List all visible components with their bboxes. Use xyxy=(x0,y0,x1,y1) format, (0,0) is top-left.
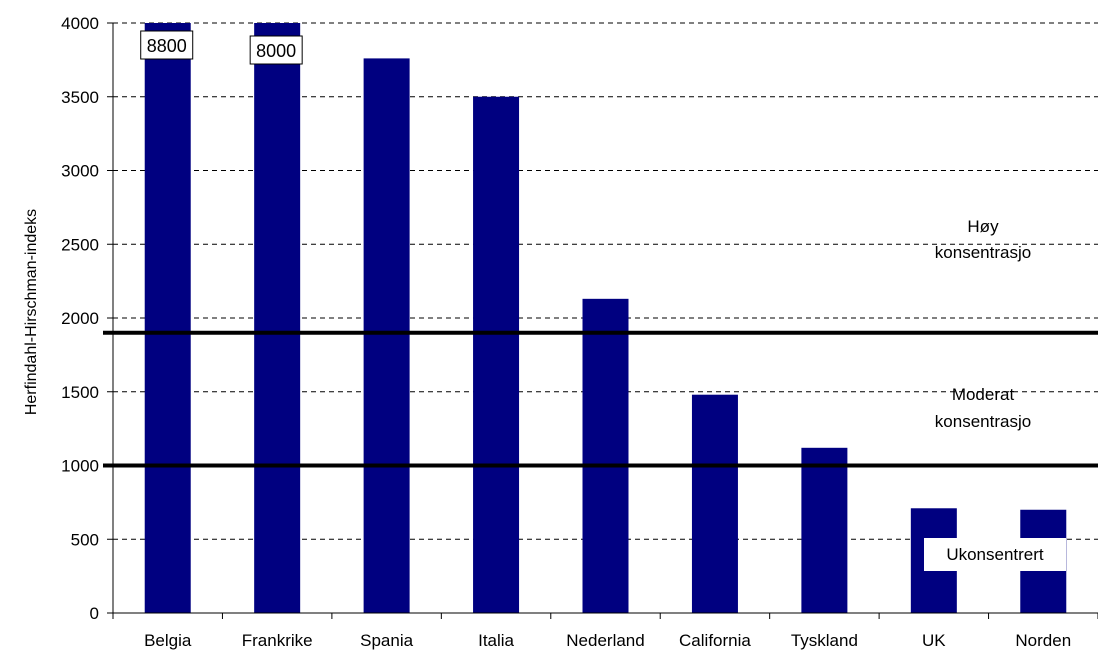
annotation-moderate-concentration: Moderat konsentrasjo xyxy=(935,385,1031,431)
annotation-unconcentrated: Ukonsentrert xyxy=(924,538,1066,571)
y-tick-label: 500 xyxy=(71,530,99,549)
y-tick-label: 3500 xyxy=(61,88,99,107)
x-tick-label: UK xyxy=(922,631,946,650)
annotation-high-line1: Høy xyxy=(967,217,999,236)
data-label-box xyxy=(140,30,194,60)
y-tick-label: 1500 xyxy=(61,383,99,402)
x-tick-label: Nederland xyxy=(566,631,644,650)
annotation-unconcentrated-text: Ukonsentrert xyxy=(946,545,1044,564)
annotation-unconcentrated-box xyxy=(924,538,1066,571)
bars xyxy=(144,23,1067,613)
x-tick-label: Italia xyxy=(478,631,514,650)
y-tick-label: 2500 xyxy=(61,235,99,254)
y-tick-label: 1000 xyxy=(61,457,99,476)
data-label: 8800 xyxy=(147,36,187,56)
y-tick-label: 3000 xyxy=(61,162,99,181)
x-tick-label: Belgia xyxy=(144,631,192,650)
x-tick-label: California xyxy=(679,631,751,650)
y-axis-label: Herfindahl-Hirschman-indeks xyxy=(23,209,40,415)
bar-belgia xyxy=(144,23,191,613)
x-tick-label: Norden xyxy=(1015,631,1071,650)
annotation-moderate-line1: Moderat xyxy=(952,385,1015,404)
data-label-box xyxy=(249,35,303,65)
annotation-high-line2: konsentrasjo xyxy=(935,243,1031,262)
data-label: 8000 xyxy=(256,41,296,61)
y-tick-label: 2000 xyxy=(61,309,99,328)
annotation-high-concentration: Høy konsentrasjo xyxy=(935,217,1031,262)
y-tick-label: 4000 xyxy=(61,14,99,33)
bar-tyskland xyxy=(801,447,848,613)
x-tick-label: Spania xyxy=(360,631,413,650)
threshold-lines xyxy=(103,330,1098,468)
x-tick-label: Tyskland xyxy=(791,631,858,650)
bar-italia xyxy=(473,96,520,613)
axes: 0 500 1000 1500 2000 2500 3000 3500 4000 xyxy=(61,14,1098,623)
y-tick-label: 0 xyxy=(90,604,99,623)
bar-california xyxy=(691,394,738,613)
bar-nederland xyxy=(582,298,629,613)
x-tick-label: Frankrike xyxy=(242,631,313,650)
bar-frankrike xyxy=(254,23,301,613)
labels: Belgia Frankrike Spania Italia Nederland Cali… xyxy=(140,30,1071,650)
annotation-moderate-line2: konsentrasjo xyxy=(935,412,1031,431)
bar-spania xyxy=(363,58,410,613)
